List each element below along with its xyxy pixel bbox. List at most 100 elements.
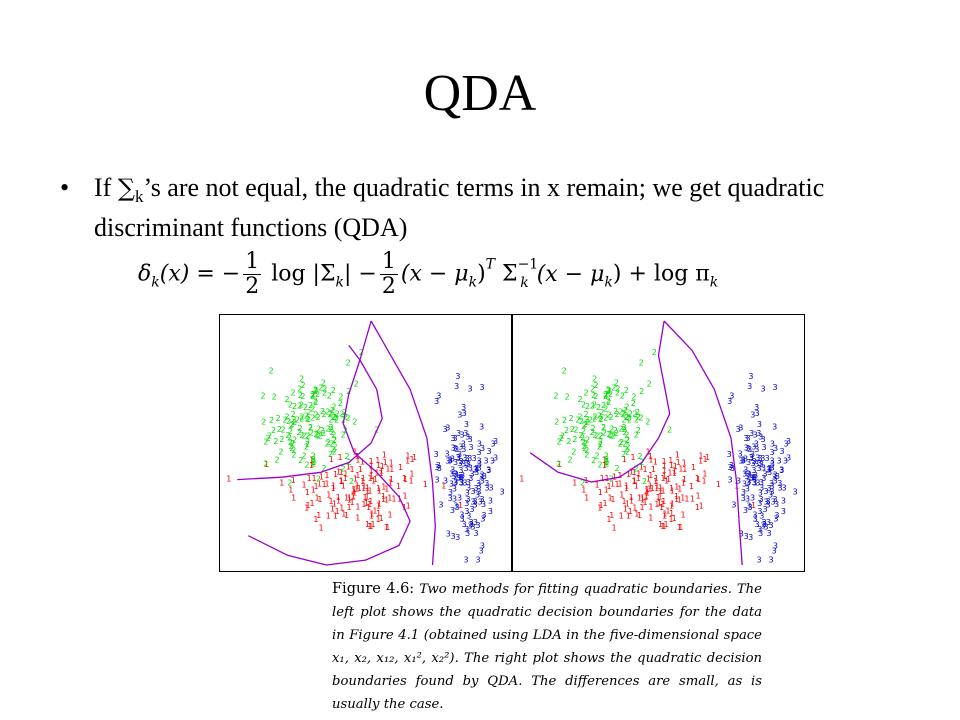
point-class-2: 2 (623, 406, 628, 415)
point-class-3: 3 (746, 501, 751, 510)
point-class-1: 1 (675, 450, 680, 459)
formula-minus-1: − (221, 261, 241, 287)
point-class-3: 3 (739, 530, 744, 539)
point-class-1: 1 (361, 484, 366, 493)
point-class-2: 2 (298, 424, 303, 433)
point-class-3: 3 (460, 471, 465, 480)
point-class-3: 3 (750, 450, 755, 459)
point-class-1: 1 (381, 483, 386, 492)
point-class-3: 3 (476, 521, 481, 530)
point-class-3: 3 (774, 511, 779, 520)
point-class-3: 3 (462, 409, 467, 418)
point-class-3: 3 (761, 518, 766, 527)
point-class-3: 3 (488, 507, 493, 516)
point-class-1: 1 (357, 484, 362, 493)
point-class-1: 1 (336, 497, 341, 506)
point-class-2: 2 (606, 386, 611, 395)
point-class-2: 2 (592, 415, 597, 424)
point-class-2: 2 (328, 450, 333, 459)
point-class-3: 3 (451, 472, 456, 481)
point-class-3: 3 (752, 510, 757, 519)
point-class-1: 1 (674, 483, 679, 492)
point-class-2: 2 (627, 413, 632, 422)
point-class-2: 2 (592, 413, 597, 422)
point-class-3: 3 (755, 520, 760, 529)
point-class-2: 2 (288, 427, 293, 436)
point-class-3: 3 (481, 500, 486, 509)
point-class-1: 1 (385, 465, 390, 474)
point-class-2: 2 (621, 416, 626, 425)
point-class-1: 1 (644, 492, 649, 501)
point-class-1: 1 (600, 474, 605, 483)
point-class-1: 1 (702, 470, 707, 479)
point-class-2: 2 (286, 417, 291, 426)
qda-formula: δk(x) = −1 2 log |Σk| −1 2 (x − μk)T Σ−1k (x… (138, 250, 718, 308)
formula-log-prior-sub: k (709, 274, 719, 291)
point-class-1: 1 (379, 469, 384, 478)
point-class-3: 3 (759, 512, 764, 521)
formula-sigma-inv-sup: −1 (517, 256, 539, 273)
point-class-2: 2 (313, 430, 318, 439)
point-class-3: 3 (751, 478, 756, 487)
point-class-1: 1 (402, 474, 407, 483)
point-class-1: 1 (663, 520, 668, 529)
point-class-1: 1 (625, 499, 630, 508)
point-class-1: 1 (304, 503, 309, 512)
point-class-3: 3 (754, 460, 759, 469)
point-class-3: 3 (459, 510, 464, 519)
point-class-1: 1 (321, 480, 326, 489)
point-class-2: 2 (554, 418, 559, 427)
point-class-3: 3 (460, 515, 465, 524)
point-class-1: 1 (676, 458, 681, 467)
point-class-2: 2 (331, 431, 336, 440)
decision-boundary-1 (529, 320, 671, 483)
point-class-2: 2 (581, 442, 586, 451)
point-class-1: 1 (341, 510, 346, 519)
point-class-1: 1 (355, 471, 360, 480)
point-class-2: 2 (593, 381, 598, 390)
point-class-3: 3 (473, 465, 478, 474)
point-class-1: 1 (364, 493, 369, 502)
point-class-1: 1 (353, 474, 358, 483)
point-class-3: 3 (756, 555, 761, 564)
formula-delta-sub: k (151, 274, 160, 291)
point-class-1: 1 (409, 470, 414, 479)
point-class-3: 3 (476, 482, 481, 491)
point-class-2: 2 (631, 399, 636, 408)
point-class-2: 2 (305, 431, 310, 440)
point-class-3: 3 (466, 460, 471, 469)
point-class-2: 2 (298, 456, 303, 465)
point-class-1: 1 (364, 499, 369, 508)
point-class-1: 1 (369, 461, 374, 470)
point-class-3: 3 (468, 521, 473, 530)
point-class-1: 1 (604, 486, 609, 495)
point-class-2: 2 (292, 418, 297, 427)
formula-sigma-inv-sub: k (520, 274, 529, 291)
point-class-3: 3 (773, 495, 778, 504)
point-class-1: 1 (699, 501, 704, 510)
point-class-2: 2 (606, 398, 611, 407)
point-class-3: 3 (747, 445, 752, 454)
point-class-3: 3 (449, 469, 454, 478)
point-class-3: 3 (754, 445, 759, 454)
point-class-1: 1 (696, 475, 701, 484)
point-class-1: 1 (751, 501, 756, 510)
point-class-1: 1 (335, 507, 340, 516)
point-class-3: 3 (464, 420, 469, 429)
point-class-2: 2 (289, 444, 294, 453)
point-class-2: 2 (261, 392, 266, 401)
point-class-2: 2 (590, 402, 595, 411)
point-class-2: 2 (271, 426, 276, 435)
point-class-3: 3 (463, 555, 468, 564)
point-class-2: 2 (578, 413, 583, 422)
point-class-3: 3 (762, 469, 767, 478)
point-class-2: 2 (331, 445, 336, 454)
formula-delta: δ (138, 261, 152, 287)
point-class-1: 1 (388, 479, 393, 488)
point-class-2: 2 (590, 428, 595, 437)
point-class-1: 1 (336, 467, 341, 476)
point-class-3: 3 (741, 456, 746, 465)
point-class-2: 2 (343, 413, 348, 422)
point-class-2: 2 (308, 423, 313, 432)
